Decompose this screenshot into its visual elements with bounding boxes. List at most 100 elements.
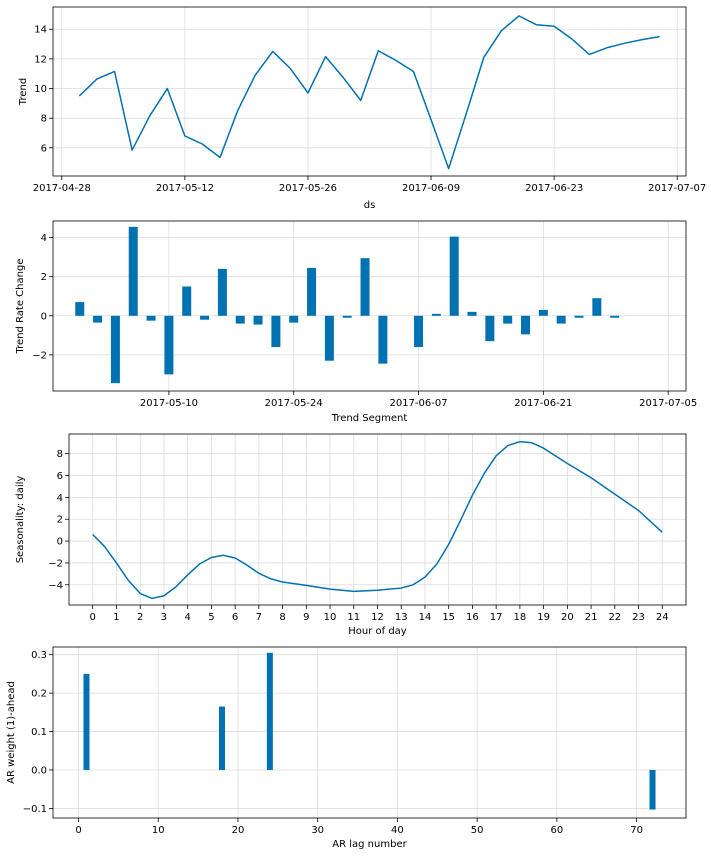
bar (649, 769, 656, 810)
x-tick-label: 9 (303, 612, 309, 623)
y-tick-label: 0 (41, 311, 47, 322)
y-tick-label: 0.2 (31, 689, 47, 700)
x-tick-label: 2017-05-12 (156, 183, 214, 194)
bar (360, 258, 370, 316)
x-tick-label: 10 (324, 612, 337, 623)
bar (574, 315, 584, 318)
y-axis-label: Seasonality: daily (15, 476, 26, 564)
y-tick-label: −0.1 (23, 804, 47, 815)
y-tick-label: 2 (57, 515, 63, 526)
bar (217, 268, 227, 316)
plot-frame (52, 220, 687, 392)
y-tick-label: 0.3 (31, 650, 47, 661)
bar (307, 267, 317, 316)
bar (146, 315, 156, 321)
x-tick-label: 4 (184, 612, 190, 623)
bar (128, 226, 138, 316)
y-tick-label: 0.1 (31, 727, 47, 738)
bar (266, 652, 273, 770)
x-tick-label: 17 (490, 612, 503, 623)
bar (521, 315, 531, 335)
y-tick-label: 12 (34, 54, 47, 65)
bar (235, 315, 245, 324)
y-tick-label: 0.0 (31, 765, 47, 776)
y-tick-label: 0 (57, 537, 63, 548)
bar (538, 309, 548, 316)
x-tick-label: 13 (395, 612, 408, 623)
plot-frame (52, 646, 687, 819)
y-tick-label: 14 (34, 25, 47, 36)
x-tick-label: 3 (161, 612, 167, 623)
bar (610, 315, 620, 318)
x-tick-label: 0 (75, 825, 81, 836)
bar (431, 313, 441, 316)
y-tick-label: 2 (41, 272, 47, 283)
x-tick-label: 2 (137, 612, 143, 623)
y-tick-label: −4 (48, 580, 63, 591)
x-tick-label: 5 (208, 612, 214, 623)
bar (378, 315, 388, 364)
bar (110, 315, 120, 384)
x-tick-label: 0 (90, 612, 96, 623)
y-axis-label: Trend Rate Change (15, 259, 26, 355)
x-tick-label: 12 (371, 612, 384, 623)
x-tick-label: 50 (471, 825, 484, 836)
x-tick-label: 8 (279, 612, 285, 623)
x-tick-label: 14 (419, 612, 432, 623)
bar (164, 315, 174, 375)
y-tick-label: 10 (34, 84, 47, 95)
bar (342, 315, 352, 318)
x-tick-label: 20 (232, 825, 245, 836)
bar (75, 302, 85, 316)
x-tick-label: 2017-07-07 (648, 183, 706, 194)
x-tick-label: 2017-07-05 (639, 398, 697, 409)
y-tick-label: 8 (41, 114, 47, 125)
x-axis-label: Hour of day (348, 626, 407, 637)
bar (83, 673, 90, 770)
x-tick-label: 1 (113, 612, 119, 623)
bar (449, 236, 459, 316)
x-tick-label: 6 (232, 612, 238, 623)
chart-panel-3: 0 1 2 3 4 5 6 7 8 9 10 11 12 13 14 15 16 17 18 19 20 21 22 23 24… (15, 433, 687, 637)
y-axis-label: Trend (18, 78, 29, 106)
x-tick-label: 18 (514, 612, 527, 623)
x-tick-label: 21 (585, 612, 598, 623)
x-tick-label: 2017-04-28 (33, 183, 91, 194)
x-tick-label: 2017-05-26 (279, 183, 337, 194)
series-line (78, 15, 660, 170)
x-tick-label: 2017-06-09 (402, 183, 460, 194)
bar (253, 315, 263, 325)
x-tick-label: 19 (537, 612, 550, 623)
x-tick-label: 10 (152, 825, 165, 836)
x-axis-label: AR lag number (332, 839, 407, 850)
y-tick-label: −2 (48, 558, 63, 569)
x-tick-label: 2017-06-23 (525, 183, 583, 194)
y-tick-label: 8 (57, 449, 63, 460)
bar (200, 315, 210, 320)
x-tick-label: 2017-05-10 (140, 398, 198, 409)
bar (503, 315, 513, 324)
x-tick-label: 24 (656, 612, 669, 623)
bar (271, 315, 281, 348)
x-tick-label: 2017-06-21 (514, 398, 572, 409)
x-tick-label: 60 (550, 825, 563, 836)
bar (485, 315, 495, 342)
bar (556, 315, 566, 324)
x-tick-label: 2017-06-07 (389, 398, 447, 409)
x-tick-label: 7 (256, 612, 262, 623)
x-tick-label: 22 (608, 612, 621, 623)
x-tick-label: 23 (632, 612, 645, 623)
x-tick-label: 15 (442, 612, 455, 623)
x-tick-label: 40 (391, 825, 404, 836)
bar (467, 311, 477, 316)
series-line (92, 440, 663, 600)
y-tick-label: 4 (57, 493, 63, 504)
bar (324, 315, 334, 361)
x-tick-label: 20 (561, 612, 574, 623)
y-axis-label: AR weight (1)-ahead (6, 681, 17, 784)
x-tick-label: 70 (630, 825, 643, 836)
bar (182, 286, 192, 316)
x-tick-label: 11 (347, 612, 360, 623)
chart-panel-4: 0 10 20 30 40 50 60 70 −0.1 0.0 0.1 0.2 0.3 AR lag nu… (6, 646, 687, 850)
